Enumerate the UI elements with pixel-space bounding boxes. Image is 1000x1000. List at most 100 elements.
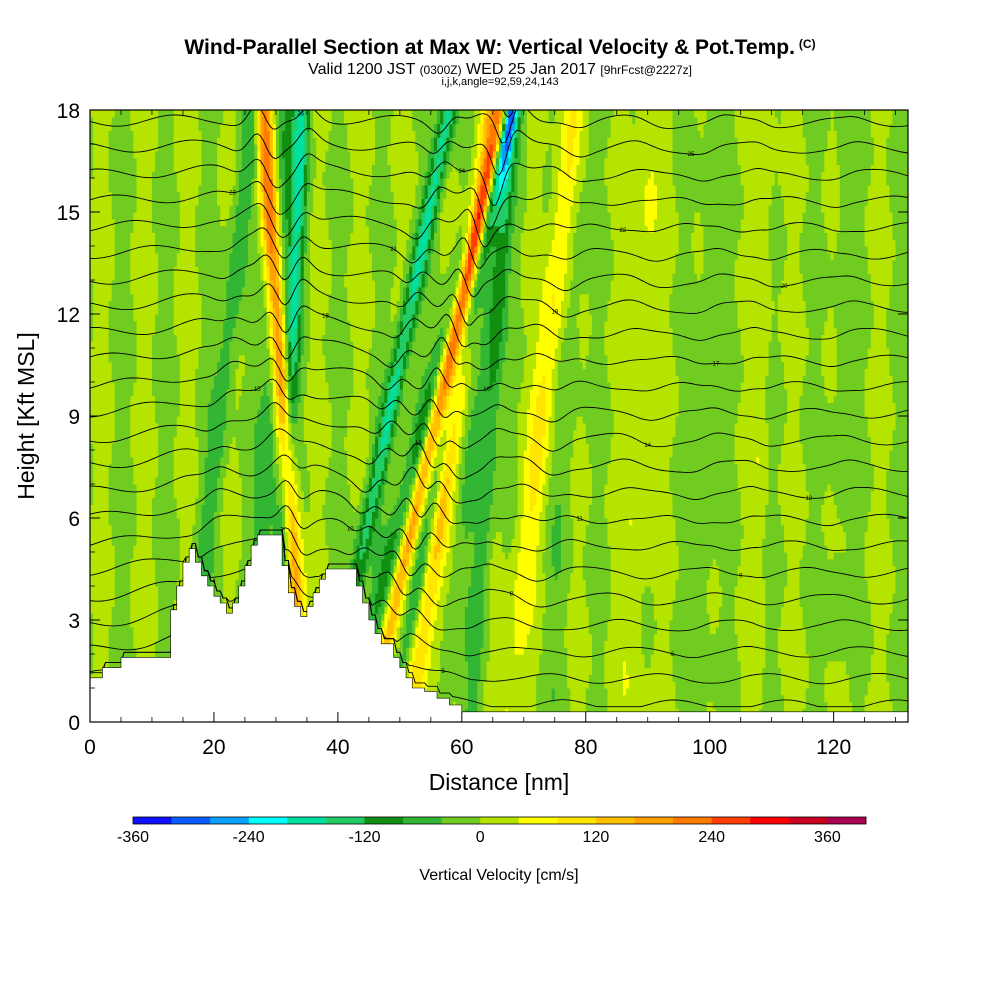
velocity-cell	[93, 626, 97, 635]
velocity-cell	[90, 144, 94, 152]
velocity-cell	[90, 171, 94, 179]
velocity-cell	[90, 225, 94, 233]
velocity-cell	[90, 470, 94, 478]
velocity-cell	[93, 565, 97, 573]
velocity-cell	[96, 130, 100, 138]
velocity-cell	[93, 572, 97, 580]
velocity-cell	[99, 484, 103, 492]
velocity-cell	[93, 334, 97, 342]
velocity-cell	[93, 592, 97, 601]
velocity-cell	[90, 633, 94, 641]
velocity-cell	[99, 266, 103, 274]
velocity-cell	[90, 164, 94, 172]
velocity-cell	[93, 252, 97, 261]
velocity-cell	[96, 497, 100, 505]
velocity-cell	[93, 293, 97, 301]
velocity-cell	[99, 504, 103, 512]
velocity-cell	[90, 531, 94, 539]
velocity-cell	[93, 524, 97, 533]
velocity-cell	[99, 463, 103, 471]
velocity-cell	[99, 606, 103, 614]
velocity-cell	[96, 252, 100, 261]
velocity-cell	[90, 348, 94, 356]
velocity-cell	[93, 504, 97, 512]
velocity-cell	[96, 416, 100, 424]
velocity-cell	[96, 402, 100, 410]
velocity-cell	[93, 538, 97, 546]
velocity-cell	[99, 626, 103, 635]
velocity-cell	[99, 348, 103, 356]
velocity-cell	[90, 504, 94, 512]
velocity-cell	[99, 354, 103, 363]
velocity-cell	[96, 334, 100, 342]
velocity-cell	[99, 660, 103, 669]
velocity-cell	[96, 164, 100, 172]
velocity-cell	[90, 640, 94, 648]
velocity-cell	[90, 354, 94, 363]
velocity-cell	[93, 558, 97, 567]
velocity-cell	[93, 205, 97, 213]
velocity-cell	[96, 606, 100, 614]
velocity-cell	[99, 239, 103, 247]
velocity-cell	[99, 388, 103, 397]
velocity-cell	[93, 280, 97, 288]
velocity-cell	[99, 552, 103, 560]
velocity-cell	[93, 232, 97, 240]
velocity-cell	[99, 361, 103, 369]
velocity-cell	[96, 654, 100, 662]
velocity-cell	[90, 116, 94, 125]
velocity-cell	[96, 660, 100, 669]
velocity-cell	[93, 368, 97, 376]
valid-utc: (0300Z)	[420, 63, 462, 77]
velocity-cell	[99, 273, 103, 281]
velocity-cell	[99, 592, 103, 601]
velocity-cell	[96, 633, 100, 641]
velocity-cell	[99, 307, 103, 315]
velocity-cell	[96, 137, 100, 145]
velocity-cell	[93, 606, 97, 614]
velocity-cell	[96, 375, 100, 383]
velocity-cell	[96, 504, 100, 512]
velocity-cell	[99, 640, 103, 648]
velocity-cell	[99, 341, 103, 349]
velocity-cell	[99, 191, 103, 199]
velocity-cell	[96, 246, 100, 254]
velocity-cell	[90, 341, 94, 349]
velocity-cell	[90, 286, 94, 295]
velocity-cell	[99, 218, 103, 227]
velocity-cell	[99, 633, 103, 641]
velocity-cell	[90, 123, 94, 131]
velocity-cell	[93, 552, 97, 560]
velocity-cell	[93, 266, 97, 274]
velocity-cell	[93, 654, 97, 662]
velocity-cell	[93, 157, 97, 165]
velocity-cell	[90, 395, 94, 403]
velocity-cell	[90, 538, 94, 546]
velocity-cell	[90, 259, 94, 267]
chart-title-text: Wind-Parallel Section at Max W: Vertical…	[184, 36, 795, 59]
velocity-cell	[93, 354, 97, 363]
velocity-cell	[93, 511, 97, 519]
velocity-cell	[96, 116, 100, 125]
velocity-cell	[99, 490, 103, 499]
velocity-cell	[96, 123, 100, 131]
velocity-cell	[99, 511, 103, 519]
velocity-cell	[99, 205, 103, 213]
velocity-cell	[96, 259, 100, 267]
velocity-cell	[93, 409, 97, 417]
velocity-cell	[99, 382, 103, 390]
velocity-cell	[90, 450, 94, 458]
velocity-cell	[93, 184, 97, 193]
velocity-cell	[99, 586, 103, 594]
velocity-cell	[96, 184, 100, 193]
velocity-cell	[96, 171, 100, 179]
velocity-cell	[90, 130, 94, 138]
velocity-cell	[90, 266, 94, 274]
velocity-cell	[93, 395, 97, 403]
velocity-cell	[93, 531, 97, 539]
velocity-cell	[93, 450, 97, 458]
velocity-cell	[99, 198, 103, 206]
velocity-cell	[96, 667, 100, 675]
velocity-cell	[90, 212, 94, 220]
